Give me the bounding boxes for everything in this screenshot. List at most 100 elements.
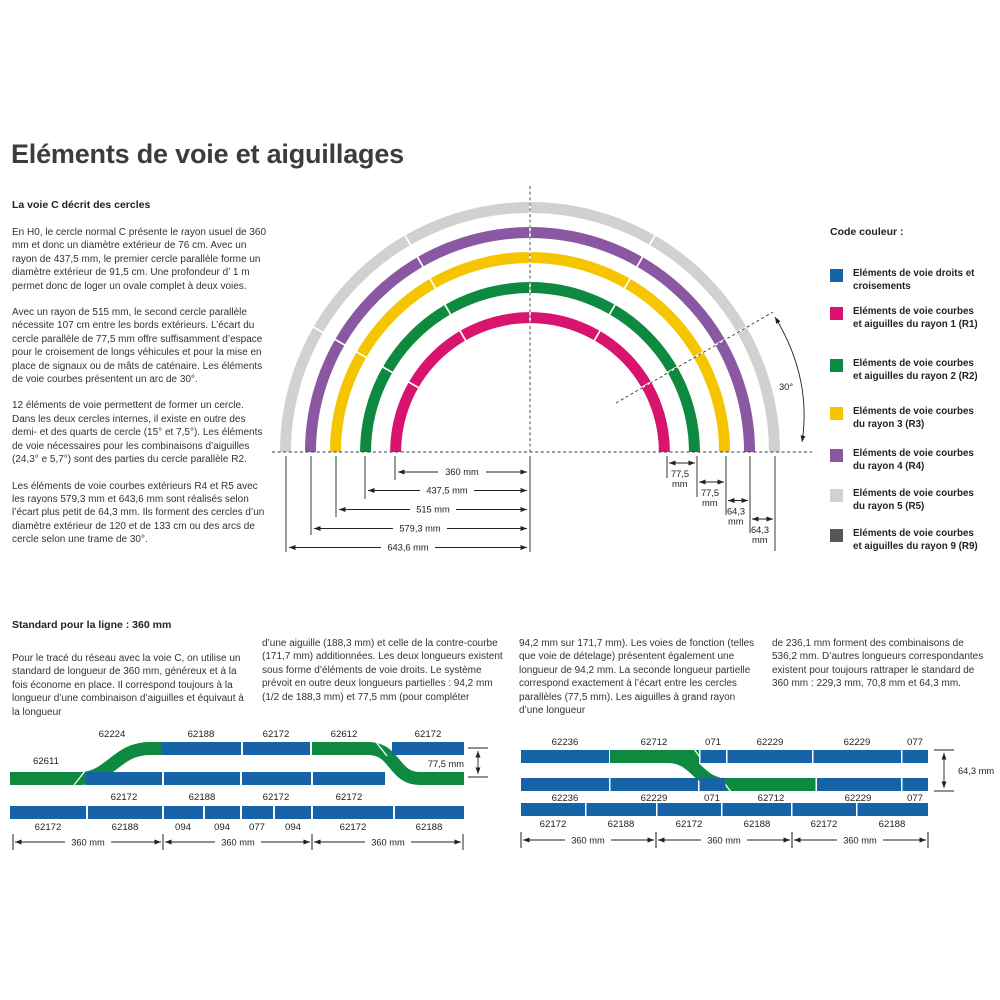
arc-segment-joint bbox=[403, 233, 412, 247]
track-segment bbox=[521, 750, 609, 763]
intro-column: La voie C décrit des cercles En H0, le c… bbox=[12, 199, 268, 560]
legend-swatch-lightgray bbox=[830, 489, 843, 502]
track-segment bbox=[722, 803, 791, 816]
dimension-row: 579,3 mm bbox=[314, 522, 527, 534]
standard-text: 94,2 mm sur 171,7 mm). Les voies de fonc… bbox=[519, 638, 755, 717]
dimension-row: 515 mm bbox=[339, 503, 527, 515]
track-segment bbox=[205, 806, 240, 819]
legend-label: Eléments de voie courbes et aiguilles du… bbox=[853, 358, 978, 382]
angle-ray-dashed bbox=[615, 311, 774, 404]
legend-label: Eléments de voie droits et croisements bbox=[853, 268, 975, 292]
track-segment bbox=[88, 806, 162, 819]
legend-swatch-green bbox=[830, 359, 843, 372]
track-segment bbox=[902, 750, 928, 763]
part-label: 62172 bbox=[263, 792, 290, 803]
part-label: 077 bbox=[907, 793, 923, 804]
legend-swatch-yellow bbox=[830, 407, 843, 420]
track-segment bbox=[243, 742, 310, 755]
dimension-label: 360 mm bbox=[445, 467, 479, 477]
track-segment bbox=[10, 806, 86, 819]
arc-segment-joint bbox=[407, 380, 421, 390]
part-label: 094 bbox=[175, 822, 192, 833]
track-layout-right: 62236 62712 071 62229 62229 077 62236 62… bbox=[520, 737, 994, 848]
part-label: 62188 bbox=[189, 792, 216, 803]
part-label: 62172 bbox=[676, 819, 703, 830]
dimension-label: 360 mm bbox=[221, 838, 255, 848]
legend-swatch-darkgray bbox=[830, 529, 843, 542]
part-label: 62172 bbox=[263, 729, 290, 740]
intro-heading: La voie C décrit des cercles bbox=[12, 199, 151, 211]
track-segment bbox=[162, 742, 241, 755]
part-label: 62188 bbox=[188, 729, 215, 740]
arc-segment-joint bbox=[648, 233, 657, 247]
legend-swatch-pink bbox=[830, 307, 843, 320]
dimension-row: 360 mm bbox=[398, 466, 527, 477]
track-segment bbox=[164, 772, 240, 785]
part-label: 62188 bbox=[608, 819, 635, 830]
radius-circles-diagram: 360 mm 437,5 mm 515 mm 579,3 mm 643,6 mm bbox=[272, 186, 812, 553]
track-segment bbox=[586, 803, 656, 816]
part-label: 62172 bbox=[35, 822, 62, 833]
color-legend: Code couleur : Eléments de voie droits e… bbox=[830, 226, 995, 552]
gap-unit: mm bbox=[728, 517, 744, 527]
arc-segment-joint bbox=[635, 255, 644, 269]
gap-label: 77,5 mm bbox=[428, 759, 464, 769]
gap-unit: mm bbox=[702, 498, 718, 508]
standard-column-1: Pour le tracé du réseau avec la voie C, … bbox=[12, 652, 249, 732]
gap-label: 64,3 bbox=[751, 525, 769, 535]
track-segment bbox=[395, 806, 464, 819]
dimension-label: 360 mm bbox=[843, 836, 877, 846]
part-label: 62229 bbox=[844, 737, 871, 748]
gap-label: 64,3 mm bbox=[958, 766, 994, 776]
blue-track-segments bbox=[521, 750, 928, 816]
part-label: 077 bbox=[907, 737, 923, 748]
part-label: 62172 bbox=[540, 819, 567, 830]
intro-paragraph: En H0, le cercle normal C présente le ra… bbox=[12, 227, 267, 292]
angle-indicator: 30° bbox=[774, 316, 806, 443]
arc-segment-joint bbox=[639, 380, 653, 390]
track-segment bbox=[813, 750, 901, 763]
legend-item: Eléments de voie courbes et aiguilles du… bbox=[830, 358, 985, 383]
arc-segment-joint bbox=[333, 338, 347, 347]
track-segment bbox=[727, 750, 812, 763]
part-label: 62229 bbox=[845, 793, 872, 804]
blue-track-segments bbox=[10, 742, 464, 819]
arc-segment-joint bbox=[428, 277, 437, 291]
arc-segment-joint bbox=[416, 255, 425, 269]
legend-item: Eléments de voie courbes et aiguilles du… bbox=[830, 528, 985, 553]
legend-swatch-blue bbox=[830, 269, 843, 282]
dimension-label: 437,5 mm bbox=[426, 486, 468, 496]
part-label: 62611 bbox=[33, 756, 59, 767]
standard-column-2: d’une aiguille (188,3 mm) et celle de la… bbox=[262, 637, 507, 717]
part-label: 62229 bbox=[641, 793, 668, 804]
legend-item: Eléments de voie courbes du rayon 4 (R4) bbox=[830, 448, 985, 473]
gap-label: 77,5 bbox=[671, 469, 689, 479]
length-dimensions: 360 mm 360 mm 360 mm bbox=[12, 834, 464, 850]
part-label: 62236 bbox=[552, 793, 579, 804]
part-label: 62172 bbox=[340, 822, 367, 833]
legend-item: Eléments de voie courbes du rayon 5 (R5) bbox=[830, 488, 985, 513]
part-label: 62188 bbox=[416, 822, 443, 833]
legend-label: Eléments de voie courbes du rayon 3 (R3) bbox=[853, 406, 974, 430]
part-label: 071 bbox=[704, 793, 720, 804]
dimension-label: 360 mm bbox=[71, 838, 105, 848]
turnout-green-curves bbox=[10, 741, 464, 786]
part-label: 071 bbox=[705, 737, 721, 748]
dimension-label: 579,3 mm bbox=[399, 524, 441, 534]
gap-unit: mm bbox=[672, 479, 688, 489]
arc-segment-joint bbox=[443, 303, 453, 317]
track-segment bbox=[313, 806, 393, 819]
legend-label: Eléments de voie courbes du rayon 4 (R4) bbox=[853, 448, 974, 472]
part-label: 62172 bbox=[111, 792, 138, 803]
standard-text: d’une aiguille (188,3 mm) et celle de la… bbox=[262, 638, 503, 703]
intro-paragraph: 12 éléments de voie permettent de former… bbox=[12, 400, 263, 466]
dimension-label: 360 mm bbox=[707, 836, 741, 846]
intro-paragraph: Les éléments de voie courbes extérieurs … bbox=[12, 480, 265, 546]
part-label: 62172 bbox=[336, 792, 363, 803]
standard-text: de 236,1 mm forment des combinaisons de … bbox=[772, 638, 984, 690]
arc-segment-joint bbox=[311, 325, 325, 334]
part-label: 62188 bbox=[744, 819, 771, 830]
dimension-label: 360 mm bbox=[571, 836, 605, 846]
part-label: 62188 bbox=[879, 819, 906, 830]
radii-dimensions: 360 mm 437,5 mm 515 mm 579,3 mm 643,6 mm bbox=[285, 456, 531, 553]
